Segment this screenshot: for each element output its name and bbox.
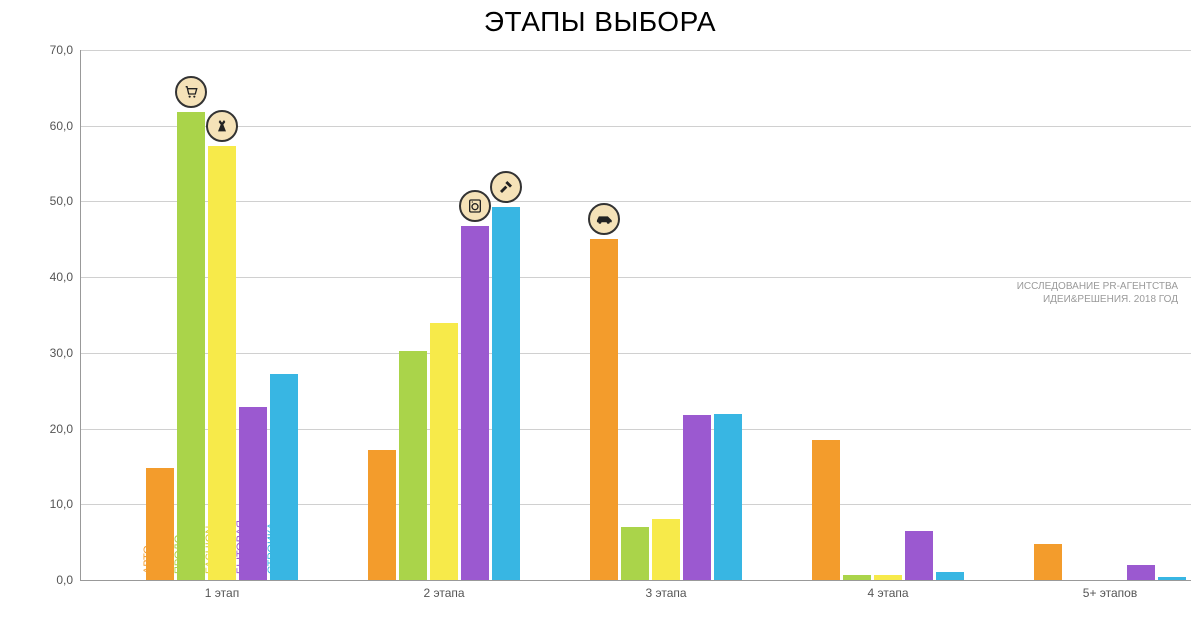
gridline xyxy=(81,353,1191,354)
bar-stroyka xyxy=(270,374,298,580)
y-axis-tick-label: 0,0 xyxy=(13,573,73,587)
plot-area: 0,010,020,030,040,050,060,070,01 этапАВТ… xyxy=(80,50,1191,581)
chart-area: 0,010,020,030,040,050,060,070,01 этапАВТ… xyxy=(80,50,1190,610)
bar-stroyka xyxy=(492,207,520,580)
bar-prodo xyxy=(843,575,871,580)
bar-fashion xyxy=(652,519,680,580)
bar-auto xyxy=(1034,544,1062,580)
y-axis-tick-label: 10,0 xyxy=(13,497,73,511)
x-axis-tick-label: 1 этап xyxy=(205,586,239,600)
cart-icon xyxy=(175,76,207,108)
bar-bytovaya xyxy=(461,226,489,580)
bar-stroyka xyxy=(714,414,742,580)
chart-title: ЭТАПЫ ВЫБОРА xyxy=(0,0,1200,38)
gridline xyxy=(81,126,1191,127)
y-axis-tick-label: 50,0 xyxy=(13,194,73,208)
credit-line2: ИДЕИ&РЕШЕНИЯ. 2018 ГОД xyxy=(1043,294,1178,305)
x-axis-tick-label: 4 этапа xyxy=(867,586,908,600)
bar-fashion xyxy=(208,146,236,580)
car-icon xyxy=(588,203,620,235)
bar-auto xyxy=(812,440,840,580)
x-axis-tick-label: 2 этапа xyxy=(423,586,464,600)
gridline xyxy=(81,277,1191,278)
credit-line1: ИССЛЕДОВАНИЕ PR-АГЕНТСТВА xyxy=(1017,281,1178,292)
bar-bytovaya xyxy=(683,415,711,580)
bar-prodo xyxy=(399,351,427,580)
credit-text: ИССЛЕДОВАНИЕ PR-АГЕНТСТВА ИДЕИ&РЕШЕНИЯ. … xyxy=(1017,280,1178,306)
gridline xyxy=(81,50,1191,51)
bar-stroyka xyxy=(936,572,964,580)
bar-fashion xyxy=(874,575,902,580)
bar-auto xyxy=(146,468,174,580)
x-axis-tick-label: 3 этапа xyxy=(645,586,686,600)
dress-icon xyxy=(206,110,238,142)
bar-prodo xyxy=(621,527,649,580)
y-axis-tick-label: 70,0 xyxy=(13,43,73,57)
bar-bytovaya xyxy=(905,531,933,580)
hammer-icon xyxy=(490,171,522,203)
gridline xyxy=(81,201,1191,202)
washer-icon xyxy=(459,190,491,222)
bar-bytovaya xyxy=(1127,565,1155,580)
y-axis-tick-label: 30,0 xyxy=(13,346,73,360)
bar-bytovaya xyxy=(239,407,267,580)
bar-auto xyxy=(368,450,396,580)
y-axis-tick-label: 40,0 xyxy=(13,270,73,284)
x-axis-tick-label: 5+ этапов xyxy=(1083,586,1137,600)
bar-stroyka xyxy=(1158,577,1186,580)
y-axis-tick-label: 20,0 xyxy=(13,422,73,436)
bar-prodo xyxy=(177,112,205,580)
bar-fashion xyxy=(430,323,458,580)
bar-auto xyxy=(590,239,618,580)
y-axis-tick-label: 60,0 xyxy=(13,119,73,133)
